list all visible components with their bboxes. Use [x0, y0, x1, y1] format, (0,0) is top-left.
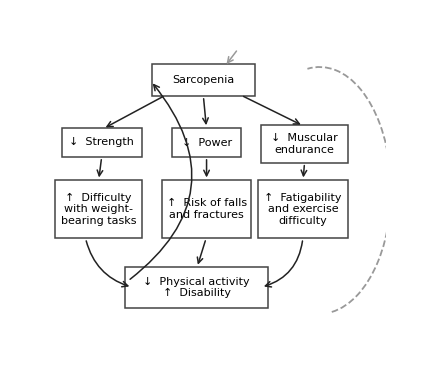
- Text: ↑  Risk of falls
and fractures: ↑ Risk of falls and fractures: [166, 198, 247, 220]
- FancyBboxPatch shape: [172, 128, 242, 157]
- FancyBboxPatch shape: [125, 267, 268, 308]
- FancyBboxPatch shape: [62, 128, 142, 157]
- Text: ↓  Strength: ↓ Strength: [69, 138, 134, 147]
- Text: ↑  Fatigability
and exercise
difficulty: ↑ Fatigability and exercise difficulty: [264, 193, 342, 226]
- FancyBboxPatch shape: [162, 180, 251, 238]
- FancyBboxPatch shape: [55, 180, 142, 238]
- Text: ↑  Difficulty
with weight-
bearing tasks: ↑ Difficulty with weight- bearing tasks: [61, 193, 136, 226]
- Text: ↓  Power: ↓ Power: [181, 138, 232, 147]
- FancyBboxPatch shape: [261, 125, 348, 163]
- Text: Sarcopenia: Sarcopenia: [172, 75, 234, 85]
- Text: ↓  Physical activity
↑  Disability: ↓ Physical activity ↑ Disability: [143, 277, 250, 299]
- Text: ↓  Muscular
endurance: ↓ Muscular endurance: [271, 133, 338, 155]
- FancyBboxPatch shape: [152, 64, 255, 96]
- FancyBboxPatch shape: [258, 180, 348, 238]
